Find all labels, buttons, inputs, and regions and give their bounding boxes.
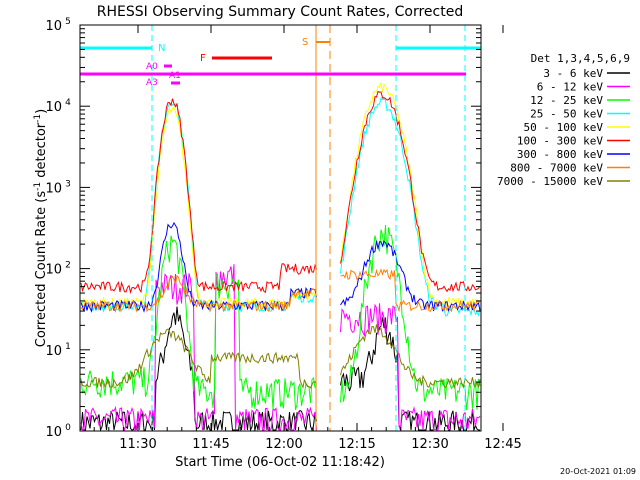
series-line xyxy=(80,97,481,317)
y-axis-label-end: ) xyxy=(34,109,49,114)
legend-label: 800 - 7000 keV xyxy=(510,162,603,175)
legend-label: 6 - 12 keV xyxy=(537,81,604,94)
flag-label-a3: A3 xyxy=(146,78,158,88)
y-axis-label-mid: detector xyxy=(34,122,49,182)
y-tick-label: 10 xyxy=(45,100,62,115)
series-line xyxy=(80,264,481,432)
series-line xyxy=(80,90,481,295)
series-line xyxy=(80,268,481,314)
legend-label: 3 - 6 keV xyxy=(543,67,603,80)
y-tick-label-exp: 0 xyxy=(65,423,71,433)
legend-label: 100 - 300 keV xyxy=(517,135,603,148)
x-tick-label: 11:30 xyxy=(119,437,156,452)
legend-title: Det 1,3,4,5,6,9 xyxy=(531,52,630,65)
x-tick-label: 12:00 xyxy=(265,437,302,452)
series-line xyxy=(80,224,481,411)
x-axis-label: Start Time (06-Oct-02 11:18:42) xyxy=(175,455,385,470)
x-tick-label: 11:45 xyxy=(192,437,229,452)
legend-label: 7000 - 15000 keV xyxy=(497,175,603,188)
y-tick-label: 10 xyxy=(45,263,62,278)
x-tick-label: 12:30 xyxy=(411,437,448,452)
x-tick-label: 12:15 xyxy=(338,437,375,452)
y-axis-label: Corrected Count Rate (s-1 detector-1) xyxy=(33,109,49,347)
y-axis-label-main: Corrected Count Rate (s xyxy=(34,191,49,348)
legend-label: 50 - 100 keV xyxy=(524,121,604,134)
x-tick-label: 12:45 xyxy=(484,437,521,452)
flag-label-f: F xyxy=(200,53,206,64)
y-tick-label-exp: 3 xyxy=(65,179,71,189)
y-tick-label-exp: 2 xyxy=(65,261,71,271)
legend-label: 25 - 50 keV xyxy=(530,108,603,121)
y-tick-label-exp: 1 xyxy=(65,342,71,352)
y-tick-label: 10 xyxy=(45,344,62,359)
series-layer xyxy=(80,82,481,432)
series-line xyxy=(80,324,481,390)
y-tick-label-exp: 5 xyxy=(65,17,71,27)
plot-frame xyxy=(79,24,482,432)
flag-layer: N F S A0 A1 A3 xyxy=(80,25,481,431)
y-axis-label-sup1: -1 xyxy=(33,182,43,191)
flag-label-s: S xyxy=(302,37,308,48)
x-axis: 11:30 11:45 12:00 12:15 12:30 12:45 xyxy=(93,25,522,452)
y-tick-label: 10 xyxy=(45,181,62,196)
flag-label-a1: A1 xyxy=(169,71,181,81)
legend-label: 12 - 25 keV xyxy=(530,94,603,107)
legend-label: 300 - 800 keV xyxy=(517,148,603,161)
chart-title: RHESSI Observing Summary Count Rates, Co… xyxy=(97,4,463,20)
y-tick-label-exp: 4 xyxy=(65,98,71,108)
series-line xyxy=(80,82,481,310)
flag-label-n: N xyxy=(158,43,165,54)
y-tick-label: 10 xyxy=(45,19,62,34)
y-tick-label: 10 xyxy=(45,425,62,440)
timestamp: 20-Oct-2021 01:09 xyxy=(560,467,636,476)
flag-label-a0: A0 xyxy=(146,62,158,72)
y-axis-label-sup2: -1 xyxy=(33,114,43,123)
